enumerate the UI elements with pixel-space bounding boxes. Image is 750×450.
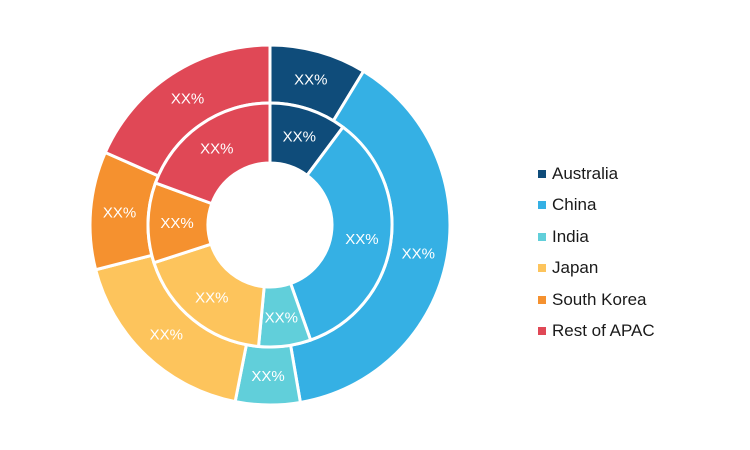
- legend-swatch-japan: [538, 264, 546, 273]
- inner-slice-rest-of-apac[interactable]: [153, 101, 272, 206]
- outer-slice-label-japan: XX%: [150, 327, 183, 344]
- outer-slice-label-india: XX%: [251, 368, 284, 385]
- legend-swatch-australia: [538, 169, 546, 178]
- outer-slice-label-south-korea: XX%: [103, 205, 136, 222]
- chart-legend: Australia China India Japan South Korea …: [538, 158, 655, 347]
- legend-swatch-india: [538, 232, 546, 241]
- legend-item-india[interactable]: India: [538, 221, 655, 253]
- legend-item-china[interactable]: China: [538, 190, 655, 222]
- inner-slice-label-india: XX%: [265, 309, 298, 326]
- legend-swatch-rest-of-apac: [538, 327, 546, 336]
- inner-ring: [146, 101, 394, 349]
- legend-label-japan: Japan: [552, 258, 599, 278]
- outer-ring: [88, 43, 452, 407]
- legend-label-china: China: [552, 195, 597, 215]
- inner-slice-label-japan: XX%: [195, 290, 228, 307]
- legend-item-australia[interactable]: Australia: [538, 158, 655, 190]
- inner-slice-label-rest-of-apac: XX%: [200, 141, 233, 158]
- outer-slice-label-australia: XX%: [294, 72, 327, 89]
- legend-label-india: India: [552, 226, 589, 246]
- outer-slice-label-china: XX%: [402, 245, 435, 262]
- legend-label-rest-of-apac: Rest of APAC: [552, 321, 655, 341]
- legend-item-japan[interactable]: Japan: [538, 253, 655, 285]
- inner-slice-label-china: XX%: [345, 231, 378, 248]
- legend-label-south-korea: South Korea: [552, 289, 647, 309]
- inner-slice-china[interactable]: [288, 125, 394, 342]
- legend-swatch-south-korea: [538, 295, 546, 304]
- legend-item-south-korea[interactable]: South Korea: [538, 284, 655, 316]
- legend-item-rest-of-apac[interactable]: Rest of APAC: [538, 316, 655, 348]
- inner-slice-label-south-korea: XX%: [160, 215, 193, 232]
- slice-labels: XX% XX% XX% XX% XX% XX% XX% XX% XX% XX% XX% XX%: [103, 72, 435, 385]
- legend-label-australia: Australia: [552, 163, 619, 183]
- outer-slice-label-rest-of-apac: XX%: [171, 91, 204, 108]
- legend-swatch-china: [538, 201, 546, 210]
- inner-slice-label-australia: XX%: [283, 129, 316, 146]
- inner-slice-japan[interactable]: [152, 242, 266, 349]
